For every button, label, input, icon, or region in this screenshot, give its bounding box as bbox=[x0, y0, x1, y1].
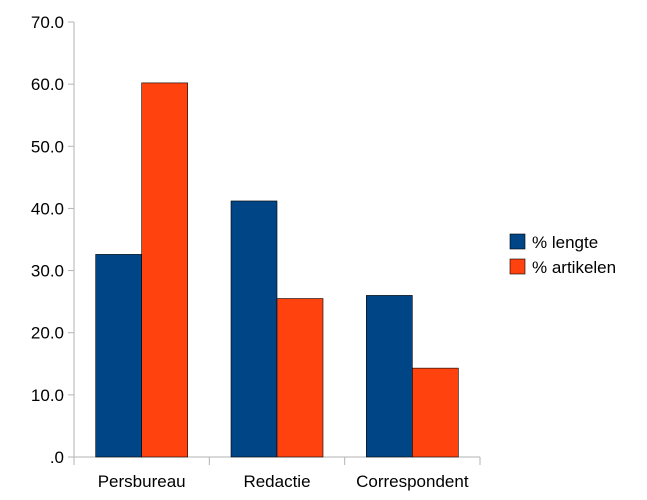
bar bbox=[141, 82, 188, 458]
legend-swatch bbox=[509, 258, 526, 275]
bar bbox=[276, 298, 324, 458]
bar bbox=[366, 295, 413, 458]
legend-swatch bbox=[509, 233, 526, 250]
legend: % lengte % artikelen bbox=[509, 233, 616, 277]
bar bbox=[95, 254, 142, 458]
x-axis: Persbureau Redactie Correspondent bbox=[73, 456, 481, 491]
series-1 bbox=[95, 200, 413, 458]
y-tick-label: 50.0 bbox=[31, 137, 64, 156]
series-2 bbox=[141, 82, 459, 458]
x-category-label: Persbureau bbox=[98, 472, 186, 491]
bar bbox=[230, 200, 278, 458]
y-axis: .0 10.0 20.0 30.0 40.0 50.0 60.0 70.0 bbox=[31, 13, 75, 467]
legend-label: % lengte bbox=[532, 233, 598, 252]
y-tick-label: 40.0 bbox=[31, 199, 64, 218]
y-tick-label: 20.0 bbox=[31, 324, 64, 343]
y-tick-label: 10.0 bbox=[31, 386, 64, 405]
legend-label: % artikelen bbox=[532, 258, 616, 277]
y-tick-label: 60.0 bbox=[31, 75, 64, 94]
x-category-label: Correspondent bbox=[356, 472, 469, 491]
bar bbox=[412, 367, 459, 458]
bar-series-group bbox=[95, 82, 459, 458]
y-tick-label: 70.0 bbox=[31, 13, 64, 32]
x-category-label: Redactie bbox=[243, 472, 310, 491]
y-tick-label: 30.0 bbox=[31, 262, 64, 281]
y-tick-label: .0 bbox=[50, 448, 64, 467]
